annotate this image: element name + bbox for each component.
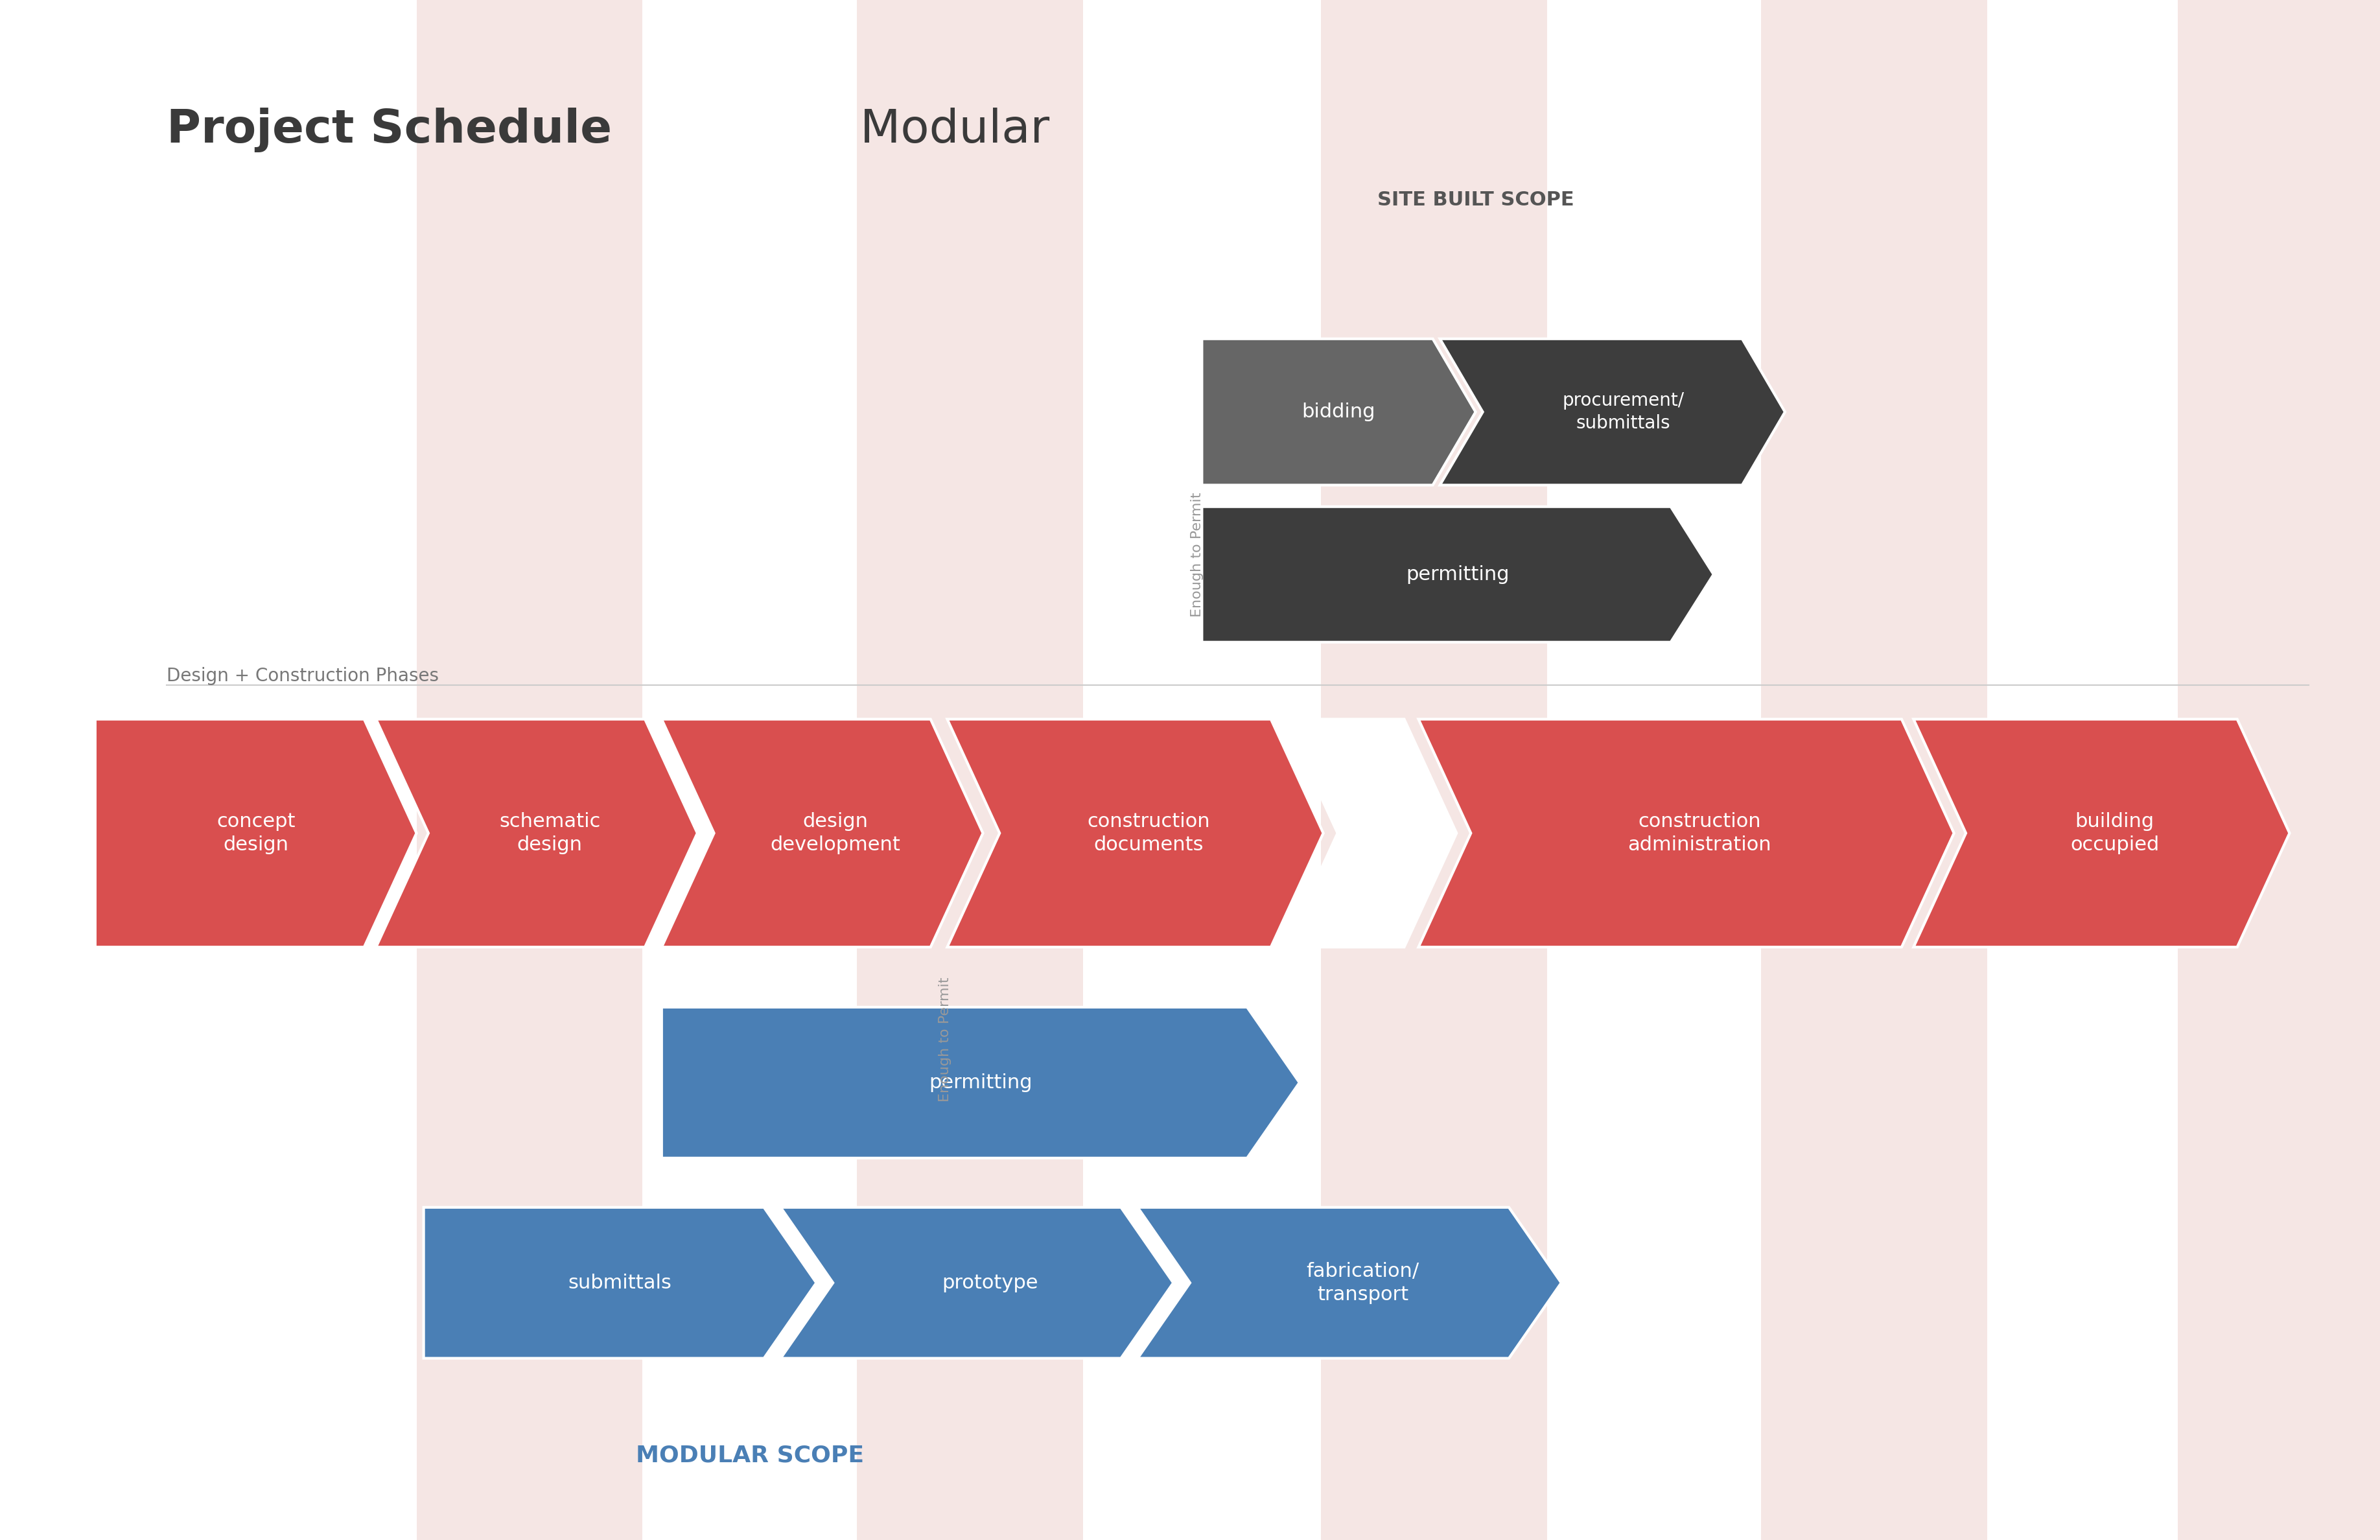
- Text: Project Schedule: Project Schedule: [167, 108, 612, 152]
- Polygon shape: [1440, 339, 1785, 485]
- Text: MODULAR SCOPE: MODULAR SCOPE: [635, 1445, 864, 1466]
- Text: schematic
design: schematic design: [500, 812, 600, 855]
- Bar: [857, 0, 1083, 1540]
- Text: construction
documents: construction documents: [1088, 812, 1209, 855]
- Text: building
occupied: building occupied: [2071, 812, 2159, 855]
- Polygon shape: [424, 1207, 816, 1358]
- Polygon shape: [1418, 719, 1954, 947]
- Text: Enough to Permit: Enough to Permit: [938, 976, 952, 1103]
- Text: bidding: bidding: [1302, 402, 1376, 422]
- Polygon shape: [1202, 507, 1714, 642]
- Polygon shape: [1285, 719, 1457, 947]
- Polygon shape: [1202, 339, 1476, 485]
- Polygon shape: [781, 1207, 1173, 1358]
- Polygon shape: [95, 719, 416, 947]
- Bar: [1321, 0, 1547, 1540]
- Text: design
development: design development: [771, 812, 900, 855]
- Bar: [1761, 0, 1987, 1540]
- Bar: [2178, 0, 2380, 1540]
- Text: SITE BUILT SCOPE: SITE BUILT SCOPE: [1378, 191, 1573, 209]
- Text: procurement/
submittals: procurement/ submittals: [1561, 391, 1685, 433]
- Text: construction
administration: construction administration: [1628, 812, 1771, 855]
- Text: fabrication/
transport: fabrication/ transport: [1307, 1261, 1418, 1304]
- Polygon shape: [376, 719, 697, 947]
- Polygon shape: [1138, 1207, 1561, 1358]
- Text: Enough to Permit: Enough to Permit: [1190, 491, 1204, 618]
- Text: Modular: Modular: [845, 108, 1050, 152]
- Polygon shape: [1914, 719, 2290, 947]
- Polygon shape: [662, 1007, 1299, 1158]
- Text: concept
design: concept design: [217, 812, 295, 855]
- Polygon shape: [947, 719, 1323, 947]
- Polygon shape: [662, 719, 983, 947]
- Text: Design + Construction Phases: Design + Construction Phases: [167, 667, 438, 685]
- Text: submittals: submittals: [569, 1274, 671, 1292]
- Bar: [416, 0, 643, 1540]
- Text: permitting: permitting: [1407, 565, 1509, 584]
- Text: permitting: permitting: [928, 1073, 1033, 1092]
- Text: prototype: prototype: [942, 1274, 1038, 1292]
